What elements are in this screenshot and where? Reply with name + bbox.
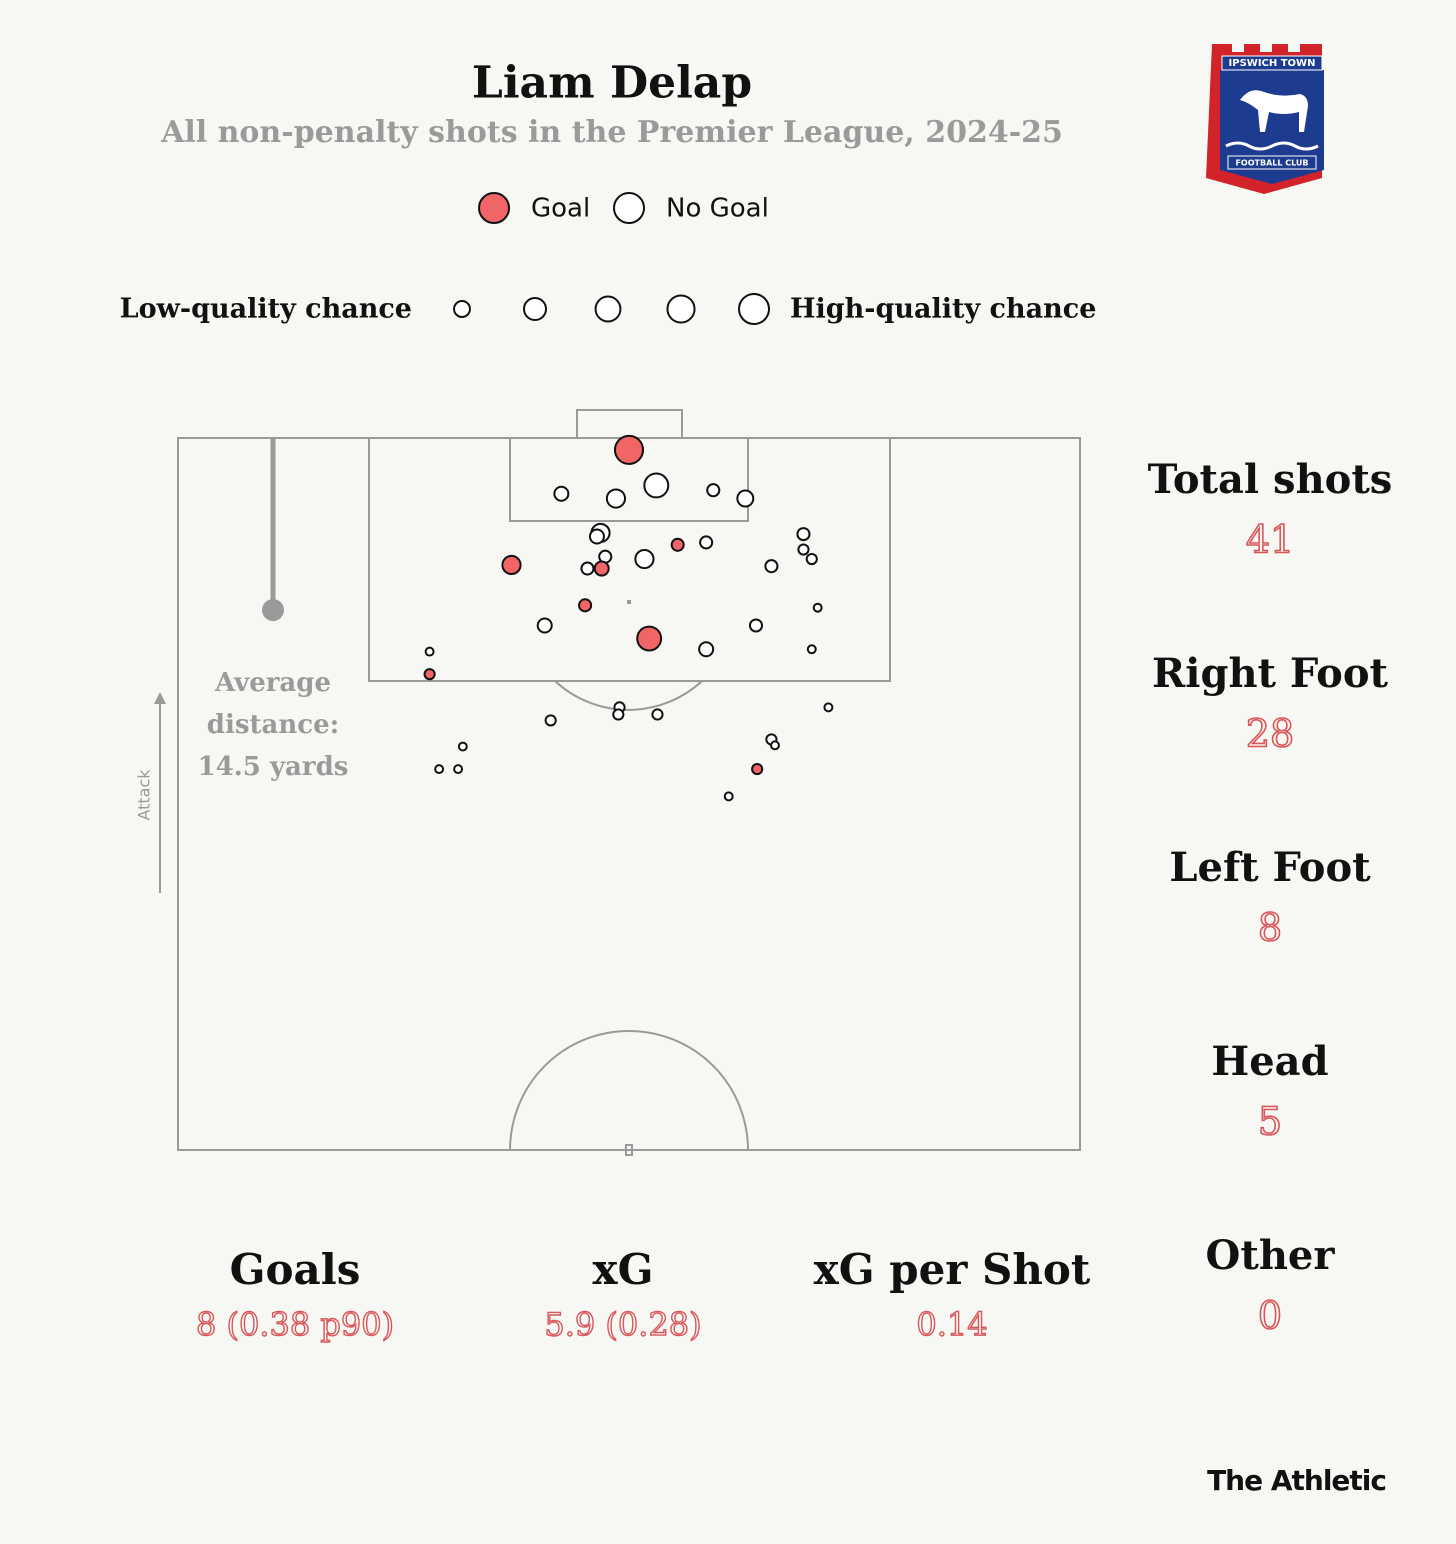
legend-label: Goal <box>531 194 590 224</box>
shot <box>580 561 595 576</box>
shot <box>634 548 655 570</box>
size-legend-label: Low-quality chance <box>120 294 412 325</box>
penalty-spot <box>627 600 631 604</box>
center-spot <box>625 1144 633 1156</box>
legend-swatch <box>478 192 510 224</box>
shot <box>501 554 522 576</box>
size-legend-circle <box>666 294 696 324</box>
shot <box>612 708 625 721</box>
attack-arrowhead <box>154 692 166 704</box>
shot <box>424 646 435 657</box>
average-distance-label: 14.5 yards <box>198 752 349 782</box>
center-circle <box>509 1030 749 1151</box>
shot <box>423 668 436 681</box>
logo-wave <box>1225 141 1319 151</box>
shot <box>434 764 445 775</box>
subtitle: All non-penalty shots in the Premier Lea… <box>160 115 1063 150</box>
shot <box>544 714 557 727</box>
size-legend-circle <box>453 300 471 318</box>
stat-value: 5 <box>1258 1100 1282 1144</box>
shot <box>751 763 764 776</box>
stat-value: 8 <box>1258 906 1282 950</box>
stat-label: Head <box>1211 1038 1328 1085</box>
size-legend-circle <box>523 297 547 321</box>
shot <box>805 552 818 566</box>
attack-label: Attack <box>135 769 154 821</box>
shot <box>699 535 714 550</box>
shot <box>457 741 468 752</box>
shot <box>553 485 570 502</box>
average-distance-marker <box>262 599 284 622</box>
shot <box>453 764 464 775</box>
legend-swatch <box>613 192 645 224</box>
shot <box>578 598 593 613</box>
logo-text: FOOTBALL CLUB <box>1235 159 1308 168</box>
stat-value: 8 (0.38 p90) <box>196 1306 394 1344</box>
stat-label: Right Foot <box>1152 650 1388 697</box>
shot <box>770 740 780 751</box>
shot <box>698 641 715 658</box>
shot <box>823 702 834 713</box>
shot <box>797 543 810 556</box>
stat-value: 0.14 <box>916 1306 987 1344</box>
stat-value: 5.9 (0.28) <box>544 1306 701 1344</box>
stat-value: 0 <box>1258 1294 1282 1338</box>
logo-horse <box>1240 90 1308 132</box>
stat-value: 28 <box>1246 712 1294 756</box>
stat-value: 41 <box>1246 518 1294 562</box>
logo: IPSWICH TOWN FOOTBALL CLUB <box>1206 44 1324 194</box>
shot <box>613 434 645 465</box>
stat-label: Left Foot <box>1169 844 1371 891</box>
source: The Athletic <box>1207 1464 1386 1497</box>
stat-label: Goals <box>230 1245 361 1294</box>
stat-label: Other <box>1206 1232 1336 1279</box>
stat-label: xG <box>593 1245 654 1294</box>
average-distance-label: distance: <box>207 710 339 740</box>
logo-text: IPSWICH TOWN <box>1229 58 1316 69</box>
shot <box>651 708 664 721</box>
size-legend-circle <box>594 295 622 323</box>
stat-label: Total shots <box>1148 456 1393 503</box>
shot <box>764 559 779 574</box>
shot <box>796 527 811 542</box>
stat-label: xG per Shot <box>814 1245 1091 1294</box>
shot <box>806 644 817 655</box>
size-legend-circle <box>738 293 770 325</box>
title: Liam Delap <box>472 58 752 109</box>
shot <box>588 528 605 545</box>
shot <box>605 488 627 509</box>
legend-label: No Goal <box>666 194 769 224</box>
penalty-arc <box>554 680 703 711</box>
shot <box>706 483 721 498</box>
shot <box>643 472 670 499</box>
size-legend-label: High-quality chance <box>790 294 1096 325</box>
shot <box>536 617 553 634</box>
shot <box>593 560 610 577</box>
logo-banner <box>1227 155 1317 170</box>
shot <box>736 489 755 508</box>
shot <box>812 602 823 613</box>
shot <box>723 791 734 802</box>
shot <box>670 537 685 552</box>
shot <box>748 618 764 633</box>
average-distance-label: Average <box>214 668 331 698</box>
logo-banner <box>1221 55 1323 71</box>
shot <box>636 625 663 652</box>
